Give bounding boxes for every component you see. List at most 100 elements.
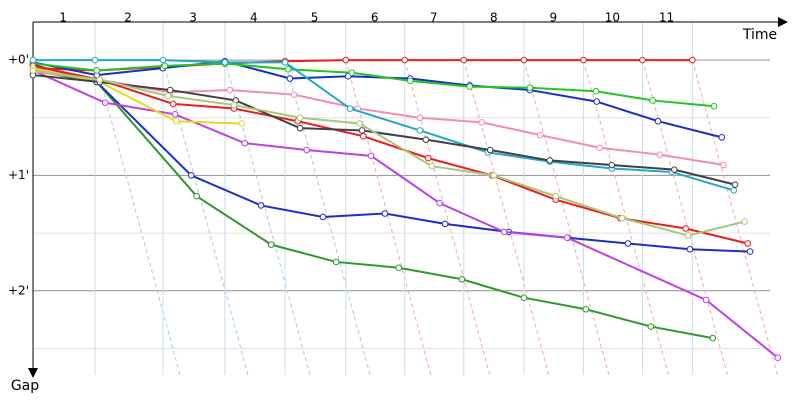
x-tick-label: 5 bbox=[311, 11, 319, 25]
point bbox=[159, 56, 167, 64]
point bbox=[286, 75, 294, 82]
point bbox=[284, 65, 292, 73]
point bbox=[296, 124, 304, 132]
point bbox=[281, 59, 289, 66]
point bbox=[342, 56, 350, 64]
point bbox=[230, 101, 238, 109]
point bbox=[395, 264, 403, 272]
series-line bbox=[32, 63, 751, 253]
x-tick-label: 9 bbox=[550, 11, 558, 25]
x-tick-label: 3 bbox=[189, 11, 197, 25]
series-line bbox=[32, 64, 748, 245]
point bbox=[563, 234, 571, 242]
y-axis-arrow bbox=[28, 368, 38, 378]
point bbox=[96, 76, 104, 83]
x-tick-label: 1 bbox=[59, 11, 67, 25]
lap-line bbox=[691, 59, 778, 376]
point bbox=[649, 97, 656, 104]
point bbox=[238, 120, 246, 127]
series-line bbox=[32, 69, 779, 359]
x-tick-label: 4 bbox=[250, 11, 258, 25]
point bbox=[670, 166, 678, 173]
point bbox=[29, 56, 37, 64]
point bbox=[656, 151, 664, 158]
lap-line bbox=[582, 59, 669, 376]
point bbox=[500, 228, 508, 236]
point bbox=[319, 213, 327, 221]
lap-line bbox=[641, 59, 728, 376]
x-tick-label: 8 bbox=[490, 11, 498, 25]
series-line bbox=[33, 59, 735, 192]
point bbox=[639, 56, 646, 64]
point bbox=[582, 305, 590, 313]
point bbox=[416, 127, 424, 134]
y-tick-label: +0' bbox=[8, 53, 29, 67]
point bbox=[381, 210, 389, 217]
point bbox=[241, 139, 249, 147]
lap-line bbox=[345, 59, 432, 376]
point bbox=[346, 105, 354, 112]
lap-line bbox=[94, 59, 181, 376]
lap-line bbox=[463, 59, 550, 376]
point bbox=[161, 62, 169, 70]
point bbox=[746, 248, 754, 255]
point bbox=[741, 218, 748, 225]
point bbox=[441, 220, 449, 228]
point bbox=[592, 87, 600, 95]
point bbox=[187, 172, 195, 179]
x-axis-arrow bbox=[778, 17, 788, 27]
y-tick-label: +2' bbox=[8, 283, 29, 297]
point bbox=[536, 131, 544, 139]
point bbox=[730, 187, 738, 194]
point bbox=[689, 56, 696, 64]
point bbox=[171, 110, 179, 118]
point bbox=[684, 232, 692, 239]
point bbox=[624, 240, 632, 247]
point bbox=[359, 132, 367, 140]
point bbox=[520, 56, 528, 64]
point bbox=[710, 102, 718, 110]
point bbox=[358, 127, 366, 134]
point bbox=[164, 92, 172, 100]
point bbox=[458, 275, 466, 283]
point bbox=[580, 56, 587, 64]
point bbox=[428, 162, 436, 170]
point bbox=[593, 98, 600, 105]
series-line bbox=[32, 69, 745, 237]
point bbox=[618, 214, 626, 222]
point bbox=[348, 69, 356, 77]
point bbox=[356, 120, 363, 127]
point bbox=[257, 202, 265, 209]
point bbox=[709, 334, 717, 342]
point bbox=[720, 161, 727, 169]
point bbox=[267, 241, 275, 248]
point bbox=[718, 134, 726, 141]
point bbox=[490, 172, 498, 179]
point bbox=[296, 114, 304, 122]
point bbox=[91, 56, 99, 64]
x-tick-label: 10 bbox=[605, 11, 620, 25]
point bbox=[596, 144, 603, 152]
x-tick-label: 7 bbox=[430, 11, 438, 25]
point bbox=[424, 154, 432, 162]
point bbox=[221, 59, 229, 66]
series-line bbox=[32, 62, 715, 108]
lap-line bbox=[404, 59, 491, 376]
point bbox=[406, 77, 414, 85]
point bbox=[702, 296, 710, 304]
lap-line bbox=[162, 59, 249, 376]
point bbox=[290, 91, 298, 98]
point bbox=[367, 152, 375, 160]
lap-line bbox=[523, 59, 610, 376]
x-axis-label: Time bbox=[742, 27, 777, 43]
point bbox=[166, 86, 174, 94]
point bbox=[29, 67, 37, 74]
point bbox=[422, 136, 430, 143]
point bbox=[193, 192, 200, 200]
point bbox=[686, 245, 694, 253]
point bbox=[332, 258, 340, 266]
point bbox=[93, 67, 101, 74]
point bbox=[401, 56, 409, 64]
point bbox=[608, 161, 616, 169]
